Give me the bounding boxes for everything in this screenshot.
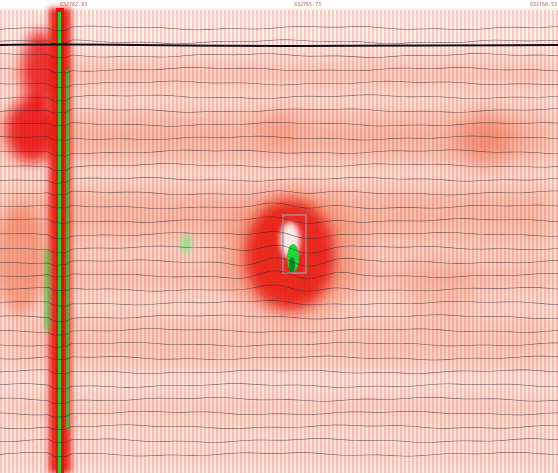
reflector-line xyxy=(0,216,558,224)
reflector-line xyxy=(0,80,558,89)
reflector-line xyxy=(0,176,558,184)
anomaly-marker-box[interactable] xyxy=(282,214,307,274)
reflector-line xyxy=(0,452,558,457)
reflector-line xyxy=(0,190,558,196)
reflector-line xyxy=(0,53,558,58)
reflector-line xyxy=(0,135,558,141)
header-tick-left: 632762.93 xyxy=(60,2,88,8)
horizontal-reflectors xyxy=(0,25,558,457)
reflector-line xyxy=(0,424,558,430)
reflector-line xyxy=(0,67,558,74)
reflector-line xyxy=(0,25,558,32)
reflector-line xyxy=(0,314,558,322)
reflector-line xyxy=(0,410,558,418)
reflector-line xyxy=(0,328,558,336)
reflector-line xyxy=(0,257,558,267)
reflector-line xyxy=(0,202,558,210)
reflector-line xyxy=(0,108,558,114)
reflector-line xyxy=(0,39,558,44)
reflector-line xyxy=(0,396,558,405)
reflector-line xyxy=(0,122,558,127)
green-spot xyxy=(180,234,192,254)
reflector-line xyxy=(0,149,558,157)
reflector-line xyxy=(0,369,558,375)
vertical-column xyxy=(45,8,71,473)
reflector-line xyxy=(0,383,558,390)
reflector-line xyxy=(0,355,558,361)
reflector-line xyxy=(0,300,558,307)
reflector-line xyxy=(0,342,558,348)
central-anomaly xyxy=(222,190,362,320)
header-tick-mid: 632765.73 xyxy=(294,2,322,8)
reflector-line xyxy=(0,244,558,254)
reflector-line xyxy=(0,231,558,240)
reflector-line xyxy=(0,270,558,279)
reflector-line xyxy=(0,163,558,171)
top-reflector xyxy=(0,43,558,48)
reflector-line xyxy=(0,94,558,102)
reflector-line xyxy=(0,438,558,443)
header-tick-right: 632768.53 xyxy=(530,2,558,8)
reflector-line xyxy=(0,284,558,292)
